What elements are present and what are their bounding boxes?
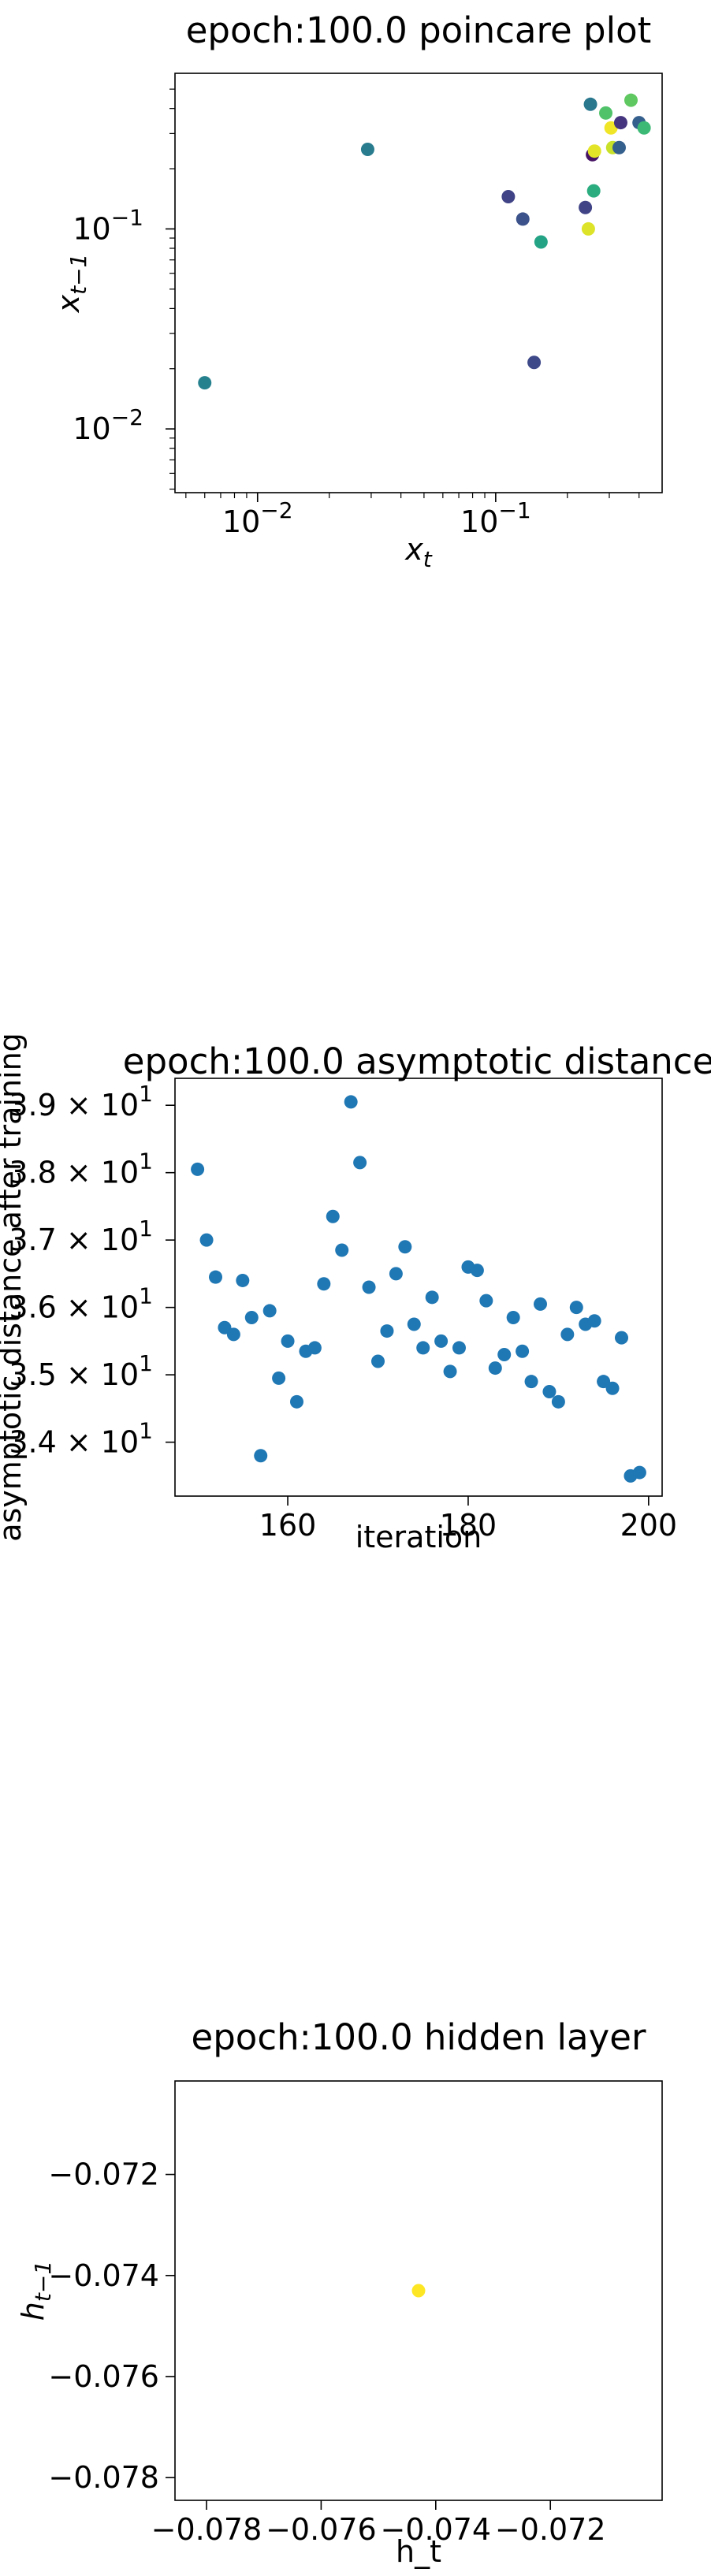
data-point — [605, 1381, 620, 1395]
data-point — [407, 1317, 421, 1331]
data-point — [615, 1331, 628, 1345]
plot-frame — [174, 1078, 663, 1497]
data-point — [516, 212, 530, 226]
data-point — [244, 1310, 259, 1324]
data-point — [613, 116, 627, 130]
data-point — [587, 144, 601, 158]
data-point — [380, 1324, 394, 1338]
data-point — [344, 1095, 358, 1109]
data-point — [398, 1240, 412, 1254]
data-point — [452, 1341, 466, 1355]
data-point — [443, 1364, 457, 1379]
data-point — [199, 1233, 214, 1247]
chart-1: epoch:100.0 poincare plot 10−2 10−1 10−2 10−… — [51, 9, 663, 572]
data-point — [612, 140, 626, 154]
data-point — [353, 1156, 367, 1170]
y-tick-label: 10−1 — [73, 204, 143, 246]
data-point — [501, 189, 516, 203]
data-point — [488, 1361, 502, 1375]
y-tick-label: −0.072 — [48, 2157, 159, 2192]
data-point — [551, 1394, 565, 1409]
data-point — [425, 1290, 439, 1305]
y-tick-label: −0.076 — [48, 2359, 159, 2394]
data-point — [335, 1243, 349, 1257]
data-point — [290, 1394, 303, 1409]
y-tick-label: −0.074 — [48, 2258, 159, 2293]
x-axis-label: h_t — [396, 2534, 441, 2569]
y-tick-label: 10−2 — [73, 404, 143, 446]
x-tick-label: 10−1 — [460, 497, 531, 539]
data-point — [434, 1334, 449, 1348]
y-tick-label: 3.9 × 101 — [9, 1081, 153, 1122]
data-point — [479, 1294, 493, 1308]
data-point — [506, 1310, 520, 1324]
data-point — [527, 356, 542, 370]
x-tick-label: 10−2 — [222, 497, 293, 539]
chart-title: epoch:100.0 hidden layer — [192, 2016, 646, 2058]
data-point — [560, 1327, 575, 1342]
data-point — [198, 376, 212, 390]
data-point — [587, 1314, 601, 1328]
data-point — [516, 1344, 530, 1358]
data-point — [254, 1449, 268, 1463]
data-point — [326, 1209, 340, 1223]
data-point — [317, 1277, 331, 1291]
plot-frame — [174, 2080, 663, 2501]
data-point — [371, 1354, 385, 1368]
data-point — [262, 1304, 277, 1318]
x-tick-label: −0.074 — [380, 2512, 491, 2547]
data-point — [637, 121, 651, 135]
data-point — [191, 1162, 205, 1176]
data-point — [569, 1301, 583, 1315]
x-tick-label: −0.076 — [266, 2512, 377, 2547]
y-axis-label: ht−1 — [16, 2261, 56, 2321]
data-point — [624, 93, 638, 107]
data-point — [470, 1264, 484, 1278]
data-point — [226, 1327, 240, 1342]
data-point — [389, 1267, 403, 1281]
data-point — [307, 1341, 322, 1355]
y-tick-label: 3.8 × 101 — [9, 1148, 153, 1190]
x-tick-label: 180 — [440, 1508, 497, 1543]
x-tick-label: −0.078 — [151, 2512, 262, 2547]
y-tick-label: 3.4 × 101 — [9, 1418, 153, 1460]
x-axis-label: iteration — [356, 1520, 482, 1554]
data-point — [360, 142, 374, 156]
x-tick-label: 200 — [620, 1508, 678, 1543]
data-point — [534, 235, 548, 249]
data-point — [497, 1347, 512, 1361]
data-point — [362, 1280, 376, 1294]
data-point — [236, 1273, 250, 1287]
data-point — [272, 1371, 286, 1385]
data-point — [534, 1297, 547, 1311]
data-point — [632, 1465, 646, 1480]
y-tick-label: −0.078 — [48, 2460, 159, 2495]
data-point — [579, 200, 593, 214]
x-axis-label: xt — [404, 532, 433, 572]
data-point — [281, 1334, 295, 1348]
data-point — [599, 106, 613, 120]
chart-title: epoch:100.0 asymptotic distance — [123, 1040, 711, 1082]
data-point — [581, 221, 595, 236]
chart-2: epoch:100.0 asymptotic distance 160 180 200… — [0, 1033, 711, 1554]
data-point — [583, 97, 597, 111]
data-point — [542, 1385, 557, 1398]
y-tick-label: 3.6 × 101 — [9, 1283, 153, 1325]
data-point — [416, 1341, 430, 1355]
data-point — [524, 1375, 538, 1389]
data-point — [209, 1270, 222, 1284]
x-tick-label: −0.072 — [495, 2512, 606, 2547]
chart-3: epoch:100.0 hidden layer−0.078 −0.076 −0.0… — [16, 2016, 663, 2569]
y-axis-label: xt−1 — [51, 254, 91, 314]
data-point — [586, 184, 601, 198]
chart-title: epoch:100.0 poincare plot — [186, 9, 652, 51]
x-tick-label: 160 — [259, 1508, 317, 1543]
plot-frame — [174, 73, 663, 493]
y-tick-label: 3.5 × 101 — [9, 1350, 153, 1392]
data-point — [411, 2284, 426, 2298]
y-axis-label: asymptotic distance after training — [0, 1033, 28, 1542]
y-tick-label: 3.7 × 101 — [9, 1215, 153, 1257]
